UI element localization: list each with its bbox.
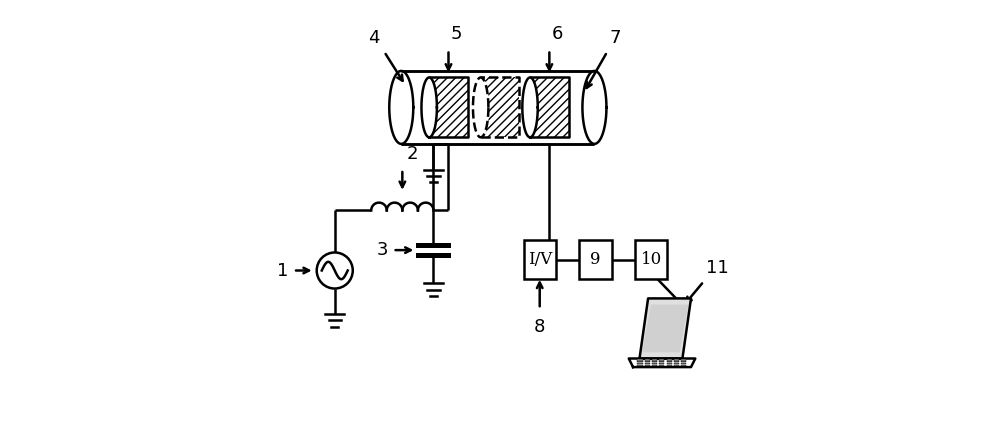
Bar <box>637 361 643 362</box>
Polygon shape <box>389 71 413 144</box>
Bar <box>667 359 672 360</box>
Bar <box>637 359 643 360</box>
Bar <box>674 359 679 360</box>
Polygon shape <box>629 358 695 367</box>
Polygon shape <box>640 298 691 358</box>
Bar <box>667 363 672 364</box>
Text: I/V: I/V <box>528 251 552 268</box>
Polygon shape <box>582 71 606 144</box>
Bar <box>681 364 686 366</box>
Bar <box>635 240 667 279</box>
Bar <box>579 240 612 279</box>
Text: 8: 8 <box>534 318 545 336</box>
Bar <box>674 364 679 366</box>
Bar <box>637 363 643 364</box>
Text: 1: 1 <box>277 261 289 279</box>
Bar <box>645 359 650 360</box>
Bar <box>659 363 664 364</box>
Bar <box>429 78 468 138</box>
Bar <box>674 363 679 364</box>
Bar <box>645 363 650 364</box>
Bar <box>530 78 569 138</box>
Bar <box>681 361 686 362</box>
Bar <box>681 363 686 364</box>
Bar <box>652 361 657 362</box>
Bar <box>667 364 672 366</box>
Text: 7: 7 <box>609 29 621 47</box>
Bar <box>659 361 664 362</box>
Bar <box>652 363 657 364</box>
Text: 5: 5 <box>451 25 462 43</box>
Bar <box>645 364 650 366</box>
Text: 6: 6 <box>552 25 563 43</box>
Bar <box>652 364 657 366</box>
Polygon shape <box>473 78 488 138</box>
Text: 4: 4 <box>368 29 380 47</box>
Text: 2: 2 <box>407 145 418 162</box>
Bar <box>659 364 664 366</box>
Bar <box>674 361 679 362</box>
Text: 11: 11 <box>706 259 729 277</box>
Polygon shape <box>643 305 688 352</box>
Text: 9: 9 <box>590 251 601 268</box>
Text: 3: 3 <box>377 241 388 259</box>
Text: 10: 10 <box>641 251 662 268</box>
Bar <box>681 359 686 360</box>
Bar <box>481 78 519 138</box>
Polygon shape <box>421 78 437 138</box>
Bar <box>652 359 657 360</box>
Bar <box>667 361 672 362</box>
Bar <box>637 364 643 366</box>
Bar <box>524 240 556 279</box>
Bar <box>659 359 664 360</box>
Polygon shape <box>522 78 538 138</box>
Bar <box>645 361 650 362</box>
